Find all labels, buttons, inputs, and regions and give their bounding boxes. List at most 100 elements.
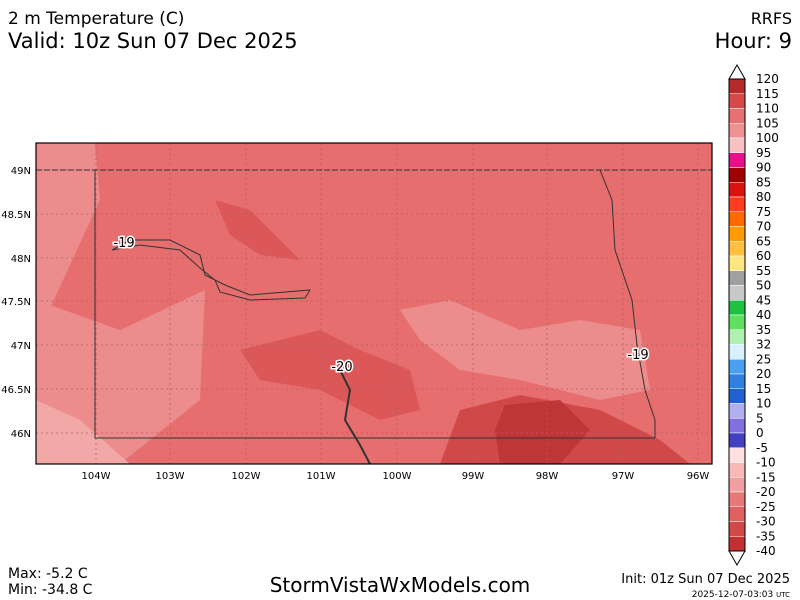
colorbar-label: 105 — [756, 116, 779, 130]
contour-label: -19 — [113, 236, 134, 251]
colorbar-frame — [728, 78, 746, 552]
colorbar-label: -10 — [756, 456, 776, 470]
title: 2 m Temperature (C) — [8, 9, 184, 29]
colorbar-label: 110 — [756, 102, 779, 116]
colorbar-label: 32 — [756, 338, 771, 352]
colorbar-bottom — [728, 550, 746, 567]
cold-area — [240, 330, 420, 420]
cold-area — [495, 400, 590, 464]
colorbar-box — [728, 108, 746, 124]
colorbar-label: 35 — [756, 323, 771, 337]
colorbar-box — [728, 182, 746, 198]
colorbar-label: 15 — [756, 382, 771, 396]
colorbar-label: -20 — [756, 485, 776, 499]
colorbar-label: 85 — [756, 175, 771, 189]
lon-label: 101W — [307, 471, 336, 482]
timestamp: 2025-12-07-03:03 UTC — [692, 590, 790, 600]
lon-labels: 104W 103W 102W 101W 100W 99W 98W 97W 96W — [82, 471, 710, 482]
colorbar-label: 45 — [756, 293, 771, 307]
warm-area — [36, 143, 205, 464]
cold-area — [215, 200, 300, 260]
grid — [36, 143, 712, 464]
map: -19 -20 -19 49N 48.5N 48N 47.5N 47N 46.5N 46N 10… — [1, 142, 713, 482]
colorbar-box — [728, 152, 746, 168]
colorbar-box — [728, 477, 746, 493]
lon-label: 100W — [383, 471, 412, 482]
colorbar-box — [728, 285, 746, 301]
colorbar-box — [728, 226, 746, 242]
max: Max: -5.2 C — [8, 566, 88, 582]
lon-label: 103W — [156, 471, 185, 482]
colorbar-label: 5 — [756, 411, 764, 425]
colorbar-label: -35 — [756, 529, 776, 543]
colorbar-label: 75 — [756, 205, 771, 219]
colorbar-box — [728, 211, 746, 227]
colorbar-box — [728, 373, 746, 389]
colorbar-box — [728, 300, 746, 316]
colorbar-label: 65 — [756, 234, 771, 248]
lon-label: 98W — [536, 471, 559, 482]
site: StormVistaWxModels.com — [270, 573, 531, 597]
colorbar-box — [728, 388, 746, 404]
colorbar-label: 55 — [756, 264, 771, 278]
lon-label: 96W — [687, 471, 710, 482]
colorbar-label: -25 — [756, 500, 776, 514]
lat-label: 47.5N — [1, 297, 31, 308]
colorbar-label: 90 — [756, 161, 771, 175]
warm-area — [36, 400, 130, 464]
colorbar-box — [728, 491, 746, 507]
colorbar-box — [728, 270, 746, 286]
contour-labels: -19 -20 -19 — [112, 235, 650, 377]
colorbar-label: 70 — [756, 220, 771, 234]
river — [111, 239, 311, 301]
colorbar-box — [728, 167, 746, 183]
colorbar-box — [728, 344, 746, 360]
colorbar-label: 20 — [756, 367, 771, 381]
colorbar-label: 60 — [756, 249, 771, 263]
min: Min: -34.8 C — [8, 582, 93, 598]
map-frame — [35, 142, 713, 465]
colorbar-box — [728, 536, 746, 552]
colorbar-label: 80 — [756, 190, 771, 204]
river — [339, 369, 371, 464]
colorbar-box — [728, 241, 746, 257]
lat-label: 46.5N — [1, 385, 31, 396]
init-time: Init: 01z Sun 07 Dec 2025 — [621, 572, 790, 587]
lat-label: 48.5N — [1, 210, 31, 221]
colorbar-label: 120 — [756, 72, 779, 86]
state-border — [94, 170, 655, 439]
colorbar: 1201151101051009590858075706560555045403… — [728, 63, 779, 567]
colorbar-box — [728, 93, 746, 109]
colorbar-label: 10 — [756, 397, 771, 411]
colorbar-label: 0 — [756, 426, 764, 440]
contour-label: -19 — [627, 348, 648, 363]
colorbar-box — [728, 255, 746, 271]
colorbar-label: 50 — [756, 279, 771, 293]
lon-label: 97W — [612, 471, 635, 482]
colorbar-box — [728, 123, 746, 139]
colorbar-label: -40 — [756, 544, 776, 558]
model: RRFS — [751, 9, 792, 28]
colorbar-box — [728, 447, 746, 463]
warm-area — [400, 300, 650, 400]
valid-time: Valid: 10z Sun 07 Dec 2025 — [8, 29, 298, 53]
colorbar-box — [728, 329, 746, 345]
lat-label: 49N — [11, 166, 31, 177]
colorbar-box — [728, 359, 746, 375]
lon-label: 102W — [232, 471, 261, 482]
colorbar-label: 25 — [756, 352, 771, 366]
lat-label: 48N — [11, 254, 31, 265]
colorbar-top — [728, 63, 746, 80]
colorbar-label: 40 — [756, 308, 771, 322]
colorbar-box — [728, 403, 746, 419]
timestamp-value: 2025-12-07-03:03 — [692, 590, 774, 600]
colorbar-box — [728, 137, 746, 153]
colorbar-box — [728, 78, 746, 94]
lat-labels: 49N 48.5N 48N 47.5N 47N 46.5N 46N — [1, 166, 31, 440]
colorbar-box — [728, 506, 746, 522]
colorbar-box — [728, 196, 746, 212]
colorbar-label: 115 — [756, 87, 779, 101]
timestamp-unit: UTC — [776, 591, 790, 599]
colorbar-label: -15 — [756, 470, 776, 484]
